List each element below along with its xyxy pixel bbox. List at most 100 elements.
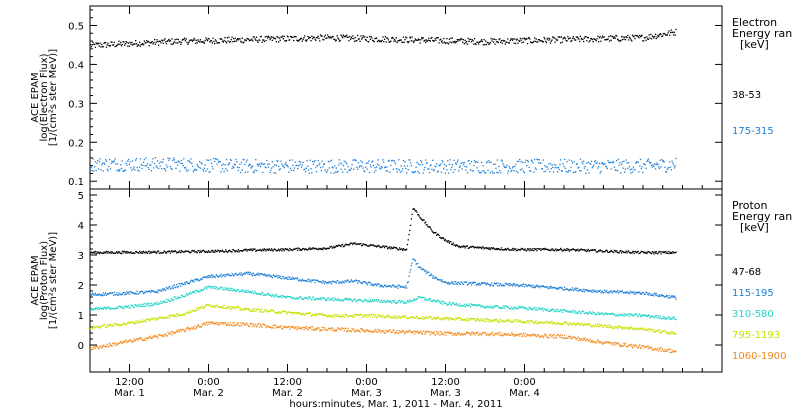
data-point — [244, 307, 247, 309]
data-point — [614, 291, 616, 293]
data-point — [366, 245, 368, 247]
data-point — [567, 288, 569, 291]
data-point — [130, 304, 132, 306]
data-point — [669, 296, 672, 299]
data-point — [507, 283, 510, 285]
data-point — [307, 249, 309, 251]
data-point — [242, 158, 244, 161]
data-point — [274, 275, 277, 278]
data-point — [321, 314, 323, 316]
data-point — [297, 165, 300, 167]
data-point — [351, 164, 353, 166]
data-point — [559, 323, 561, 325]
data-point — [317, 160, 319, 162]
data-point — [389, 246, 391, 248]
data-point — [572, 171, 574, 174]
data-point — [251, 323, 253, 325]
data-point — [487, 42, 489, 44]
data-point — [273, 310, 275, 312]
data-point — [228, 324, 230, 326]
data-point — [189, 281, 191, 283]
data-point — [440, 163, 442, 165]
data-point — [209, 275, 211, 277]
data-point — [522, 283, 525, 285]
data-point — [475, 43, 477, 46]
data-point — [670, 251, 672, 254]
data-point — [158, 334, 160, 336]
data-point — [264, 310, 266, 313]
data-point — [485, 320, 488, 323]
data-point — [267, 248, 269, 251]
data-point — [455, 318, 458, 320]
data-point — [641, 328, 643, 330]
data-point — [182, 251, 184, 253]
data-point — [582, 163, 584, 165]
data-point — [280, 295, 282, 297]
data-point — [498, 248, 500, 251]
data-point — [346, 244, 348, 246]
data-point — [114, 344, 116, 347]
data-point — [99, 327, 101, 329]
data-point — [179, 170, 181, 172]
data-point — [491, 307, 493, 309]
data-point — [124, 323, 127, 325]
data-point — [460, 319, 462, 321]
data-point — [447, 172, 450, 174]
data-point — [602, 36, 604, 38]
data-point — [342, 299, 344, 301]
data-point — [122, 41, 124, 43]
data-point — [607, 251, 609, 254]
data-point — [300, 297, 303, 300]
data-point — [633, 314, 635, 316]
data-point — [491, 247, 493, 249]
data-point — [613, 290, 615, 292]
data-point — [270, 36, 273, 38]
data-point — [625, 314, 627, 316]
data-point — [359, 299, 361, 302]
data-point — [436, 277, 438, 279]
data-point — [361, 329, 364, 331]
data-point — [314, 159, 316, 162]
data-point — [433, 40, 435, 42]
data-point — [165, 333, 167, 335]
data-point — [350, 242, 352, 244]
data-point — [106, 324, 108, 326]
data-point — [470, 38, 472, 40]
data-point — [97, 294, 100, 296]
data-point — [613, 249, 616, 252]
data-point — [577, 167, 579, 169]
data-point — [240, 250, 242, 252]
data-point — [439, 165, 441, 167]
data-point — [375, 314, 377, 316]
data-point — [94, 294, 96, 296]
data-point — [512, 249, 514, 251]
data-point — [146, 252, 149, 254]
data-point — [537, 322, 539, 325]
data-point — [191, 291, 194, 293]
data-point — [553, 310, 555, 312]
data-point — [168, 333, 170, 335]
data-point — [607, 159, 609, 162]
data-point — [271, 327, 273, 329]
data-point — [175, 298, 177, 300]
data-point — [94, 347, 96, 349]
data-point — [329, 282, 331, 284]
data-point — [652, 316, 654, 318]
data-point — [250, 274, 252, 276]
data-point — [562, 163, 564, 165]
data-point — [352, 243, 354, 246]
data-point — [304, 249, 306, 251]
data-point — [556, 323, 559, 325]
data-point — [154, 291, 157, 294]
data-point — [528, 248, 530, 250]
data-point — [159, 40, 161, 42]
data-point — [204, 276, 206, 278]
data-point — [247, 38, 249, 40]
data-point — [90, 327, 92, 330]
data-point — [231, 272, 233, 275]
data-point — [544, 38, 546, 40]
data-point — [438, 300, 440, 303]
data-point — [388, 159, 390, 161]
data-point — [358, 38, 360, 40]
data-point — [458, 305, 460, 307]
